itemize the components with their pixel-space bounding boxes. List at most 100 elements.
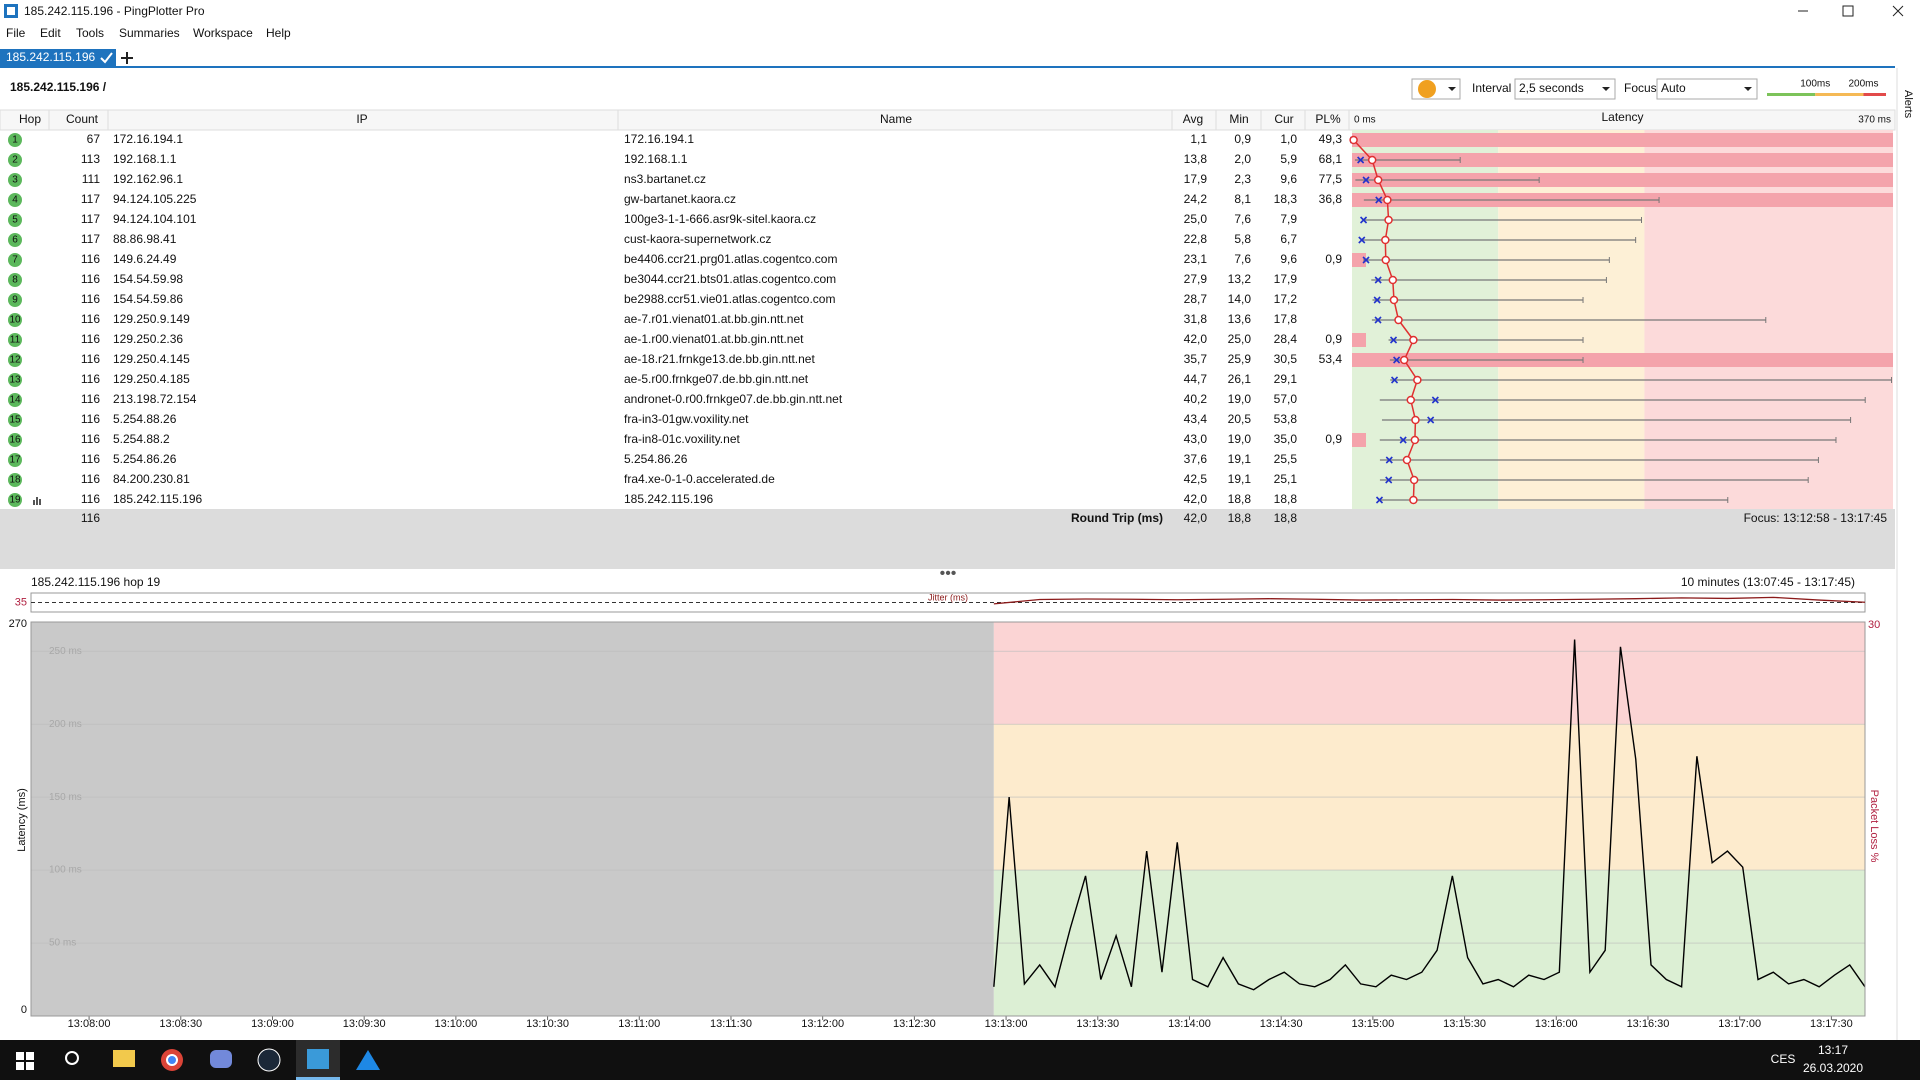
min: 0,9 [1234, 132, 1251, 146]
search-button[interactable] [65, 1051, 79, 1065]
min: 2,0 [1234, 152, 1251, 166]
x-tick-label: 13:10:00 [434, 1018, 477, 1030]
hop-badge [8, 453, 22, 467]
pause-button-frame[interactable] [1411, 78, 1461, 100]
menu-item[interactable]: Help [266, 26, 291, 40]
avg: 40,2 [1184, 392, 1208, 406]
tab-underline [0, 66, 1895, 68]
ip: 5.254.86.26 [113, 452, 177, 466]
ip: 94.124.105.225 [113, 192, 197, 206]
column-header[interactable]: IP [356, 112, 367, 126]
count: 116 [81, 412, 100, 426]
column-header[interactable]: Count [66, 112, 99, 126]
pause-button[interactable] [1418, 80, 1436, 98]
column-header[interactable]: PL% [1315, 112, 1341, 126]
alerts-tab[interactable]: Alerts [1902, 90, 1914, 119]
count: 111 [82, 172, 101, 186]
avg: 1,1 [1190, 132, 1207, 146]
column-header[interactable]: Avg [1183, 112, 1203, 126]
current-marker [1357, 156, 1365, 164]
min: 14,0 [1228, 292, 1252, 306]
interval-label: Interval [1472, 81, 1511, 95]
interval-value[interactable]: 2,5 seconds [1519, 81, 1584, 95]
tab[interactable] [0, 49, 116, 67]
count: 116 [81, 372, 100, 386]
dropdown-arrow [1744, 87, 1752, 91]
hop-number: 10 [9, 315, 21, 326]
cur: 17,8 [1274, 312, 1298, 326]
close-button[interactable] [1892, 5, 1904, 17]
splitter-handle[interactable]: ••• [940, 565, 957, 582]
menu-item[interactable]: Edit [40, 26, 61, 40]
footer-avg: 42,0 [1184, 511, 1208, 525]
min: 13,2 [1228, 272, 1252, 286]
avg: 28,7 [1184, 292, 1208, 306]
hop-badge [8, 273, 22, 287]
steam-icon[interactable] [257, 1048, 281, 1072]
average-marker [1384, 215, 1393, 225]
average-marker [1409, 335, 1418, 345]
column-header[interactable]: Name [880, 112, 912, 126]
x-tick-label: 13:09:00 [251, 1018, 294, 1030]
footer-count: 116 [81, 511, 100, 525]
window-title: 185.242.115.196 - PingPlotter Pro [24, 4, 205, 18]
hop-number: 11 [10, 335, 21, 346]
add-tab[interactable] [121, 52, 133, 64]
count: 116 [81, 392, 100, 406]
language[interactable]: CES [1771, 1052, 1796, 1066]
cur: 9,6 [1280, 252, 1297, 266]
focus-range: Focus: 13:12:58 - 13:17:45 [1744, 511, 1888, 525]
average-marker [1410, 435, 1420, 445]
hop-number: 4 [12, 195, 18, 206]
clock-time[interactable]: 13:17 [1818, 1043, 1848, 1057]
focus-select[interactable] [1656, 78, 1758, 100]
menu-item[interactable]: File [6, 26, 26, 40]
current-marker [1390, 376, 1399, 384]
packet-loss-box [1352, 333, 1366, 347]
taskbar [0, 1040, 1920, 1080]
dropdown-arrow [1602, 87, 1610, 91]
count: 116 [81, 352, 100, 366]
hop-badge [8, 353, 22, 367]
current-marker [1359, 216, 1368, 224]
column-header[interactable]: Cur [1274, 112, 1293, 126]
average-marker [1367, 155, 1377, 165]
average-marker [1349, 135, 1358, 145]
column-header[interactable]: Min [1229, 112, 1248, 126]
y-tick-label: 50 ms [49, 938, 76, 949]
clock-date[interactable]: 26.03.2020 [1803, 1061, 1863, 1075]
cur: 25,1 [1274, 472, 1298, 486]
hop-badge [8, 253, 22, 267]
hop-number: 7 [12, 255, 18, 266]
hop-badge [8, 293, 22, 307]
maximize-button[interactable] [1842, 5, 1854, 17]
menu-item[interactable]: Workspace [193, 26, 253, 40]
tab-label[interactable]: 185.242.115.196 [6, 50, 96, 64]
discord-icon[interactable] [210, 1050, 232, 1068]
menu-item[interactable]: Tools [76, 26, 104, 40]
ip: 154.54.59.86 [113, 292, 183, 306]
menu-item[interactable]: Summaries [119, 26, 180, 40]
hop-number: 8 [12, 275, 18, 286]
min: 5,8 [1234, 232, 1251, 246]
hop-number: 19 [9, 495, 21, 506]
explorer-icon[interactable] [113, 1050, 135, 1067]
min: 25,9 [1228, 352, 1252, 366]
start-button[interactable] [16, 1052, 34, 1070]
y-tick-label: 270 [9, 618, 27, 630]
min: 7,6 [1234, 212, 1251, 226]
app-icon-inner [7, 7, 15, 15]
y-tick-label: 100 ms [49, 865, 82, 876]
host-name: fra-in3-01gw.voxility.net [624, 412, 749, 426]
avg: 42,0 [1184, 332, 1208, 346]
host-name: andronet-0.r00.frnkge07.de.bb.gin.ntt.ne… [624, 392, 843, 406]
app-icon-2[interactable] [356, 1050, 380, 1070]
focus-value[interactable]: Auto [1661, 81, 1686, 95]
min: 19,0 [1228, 392, 1252, 406]
packet-loss: 0,9 [1325, 432, 1342, 446]
column-header[interactable]: Hop [19, 112, 41, 126]
interval-select[interactable] [1514, 78, 1616, 100]
x-tick-label: 13:08:00 [68, 1018, 111, 1030]
packet-loss: 77,5 [1319, 172, 1343, 186]
